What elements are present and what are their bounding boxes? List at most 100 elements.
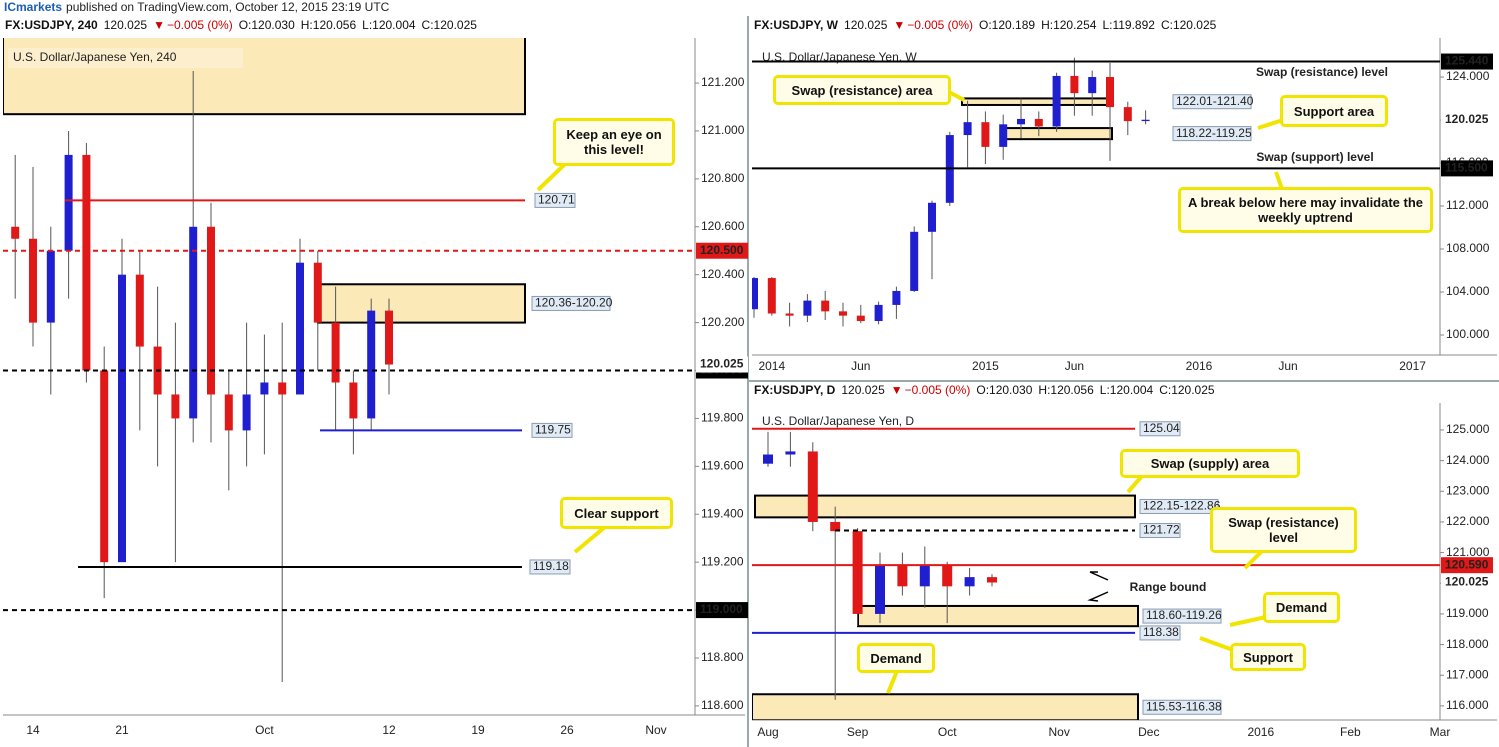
x-tick-label: Jun xyxy=(851,359,870,373)
candle-body xyxy=(763,454,773,464)
callout-text: Demand xyxy=(1263,592,1340,623)
callout-tail xyxy=(1257,118,1284,130)
y-tick-label: 112.000 xyxy=(1446,198,1489,212)
candle-body xyxy=(64,154,73,251)
chart-header: FX:USDJPY, 240 120.025 ▼ −0.005 (0%) O:120.0… xyxy=(5,18,477,32)
candle-body xyxy=(752,278,758,310)
last-price: 120.025 xyxy=(1445,112,1489,126)
plot-area xyxy=(752,420,1139,720)
level-label-box xyxy=(1139,625,1181,641)
candle-body xyxy=(385,310,393,365)
y-tick-label: 118.800 xyxy=(701,650,744,664)
y-tick-label: 116.000 xyxy=(1446,698,1489,712)
candle-body xyxy=(260,382,269,395)
header-last: 120.025 xyxy=(841,383,885,397)
zone-label-box xyxy=(1142,699,1222,715)
candle-body xyxy=(367,310,376,419)
x-tick-label: 2014 xyxy=(758,359,785,373)
legend: U.S. Dollar/Japanese Yen, D xyxy=(762,414,914,428)
callout-text: Swap (resistance) area xyxy=(773,75,951,105)
x-tick-label: Sep xyxy=(847,725,869,739)
y-tick-label: 118.000 xyxy=(1446,637,1489,651)
y-tick-label: 125.000 xyxy=(1446,422,1490,436)
x-tick-label: 12 xyxy=(382,723,396,737)
candle-body xyxy=(856,315,865,322)
zone xyxy=(961,97,1113,106)
candle-body xyxy=(910,231,919,291)
candle-body xyxy=(830,521,841,532)
header-symbol: FX:USDJPY, 240 xyxy=(5,18,98,32)
callout-tail xyxy=(1126,474,1144,494)
chart-panel: FX:USDJPY, 240 120.025 ▼ −0.005 (0%) O:120.0… xyxy=(3,18,748,737)
x-tick-label: 2016 xyxy=(1186,359,1213,373)
candle-body xyxy=(313,262,322,323)
y-tick-label: 120.400 xyxy=(701,267,745,281)
zone-label: 120.36-120.20 xyxy=(535,296,613,310)
header-last: 120.025 xyxy=(104,18,148,32)
level-label: 119.18 xyxy=(533,559,569,573)
x-tick-label: 19 xyxy=(471,723,485,737)
x-tick-label: 14 xyxy=(26,723,40,737)
candle-body xyxy=(207,226,215,395)
x-tick-label: Mar xyxy=(1430,725,1451,739)
callout-tail xyxy=(1229,615,1267,627)
x-tick-label: Jun xyxy=(1278,359,1297,373)
y-tick-label: 100.000 xyxy=(1446,327,1490,341)
zone-label: 115.53-116.38 xyxy=(1146,699,1222,713)
callout-tail xyxy=(886,670,899,694)
note: Swap (support) level xyxy=(1256,150,1373,164)
level-label-box xyxy=(534,192,576,208)
x-tick-label: Feb xyxy=(1340,725,1361,739)
publisher-line: ICmarkets published on TradingView.com, O… xyxy=(4,0,390,14)
zone xyxy=(754,494,1136,519)
callout-tail xyxy=(573,525,607,554)
arrow xyxy=(1089,571,1109,581)
callout-tail xyxy=(948,90,965,102)
x-tick-label: 2015 xyxy=(972,359,999,373)
range-arrows xyxy=(1087,571,1109,602)
y-tick-label: 120.200 xyxy=(701,315,745,329)
callout-text: Clear support xyxy=(560,497,673,529)
header-change: −0.005 (0%) xyxy=(907,18,973,32)
y-tick-label: 118.600 xyxy=(701,698,744,712)
candle-body xyxy=(928,202,936,232)
candle-body xyxy=(331,322,340,383)
callout: A break below here may invalidate the we… xyxy=(1178,187,1433,233)
plot-area xyxy=(752,57,1150,327)
candle-body xyxy=(1123,107,1132,122)
level-label: 120.71 xyxy=(538,193,575,207)
candle-body xyxy=(875,564,885,614)
y-tick-label: 119.800 xyxy=(701,411,744,425)
y-tick-label: 119.000 xyxy=(1446,606,1489,620)
callout: Clear support xyxy=(560,497,673,529)
callout-tail xyxy=(1274,171,1284,190)
candle-body xyxy=(1088,77,1097,94)
zone-label-box xyxy=(1172,94,1252,110)
header-close: C:120.025 xyxy=(1161,18,1217,32)
level-badge xyxy=(1441,53,1493,70)
note: Swap (resistance) level xyxy=(1256,65,1388,79)
level-label: 115.500 xyxy=(1445,161,1488,175)
candle-body xyxy=(224,394,233,431)
zone-label: 122.15-122.86 xyxy=(1143,499,1221,513)
level-badge xyxy=(1441,160,1493,177)
candle-body xyxy=(821,300,830,312)
candle-body xyxy=(29,238,37,323)
header-close: C:120.025 xyxy=(1159,383,1215,397)
candle-body xyxy=(963,122,972,136)
callout-text: Swap (supply) area xyxy=(1120,449,1300,478)
header-change: −0.005 (0%) xyxy=(905,383,971,397)
chart-header: FX:USDJPY, W 120.025 ▼ −0.005 (0%) O:120.189… xyxy=(754,18,1217,32)
x-tick-label: 26 xyxy=(560,723,574,737)
header-close: C:120.025 xyxy=(422,18,478,32)
note: Range bound xyxy=(1130,580,1207,594)
y-tick-label: 121.000 xyxy=(701,123,745,137)
header-high: H:120.056 xyxy=(1038,383,1094,397)
zone-label-box xyxy=(531,295,611,311)
level-badge xyxy=(696,602,748,619)
publisher[interactable]: ICmarkets xyxy=(4,0,62,14)
header-symbol: FX:USDJPY, W xyxy=(754,18,839,32)
y-tick-label: 108.000 xyxy=(1446,241,1490,255)
x-tick-label: Oct xyxy=(255,723,274,737)
y-tick-label: 117.000 xyxy=(1446,667,1489,681)
